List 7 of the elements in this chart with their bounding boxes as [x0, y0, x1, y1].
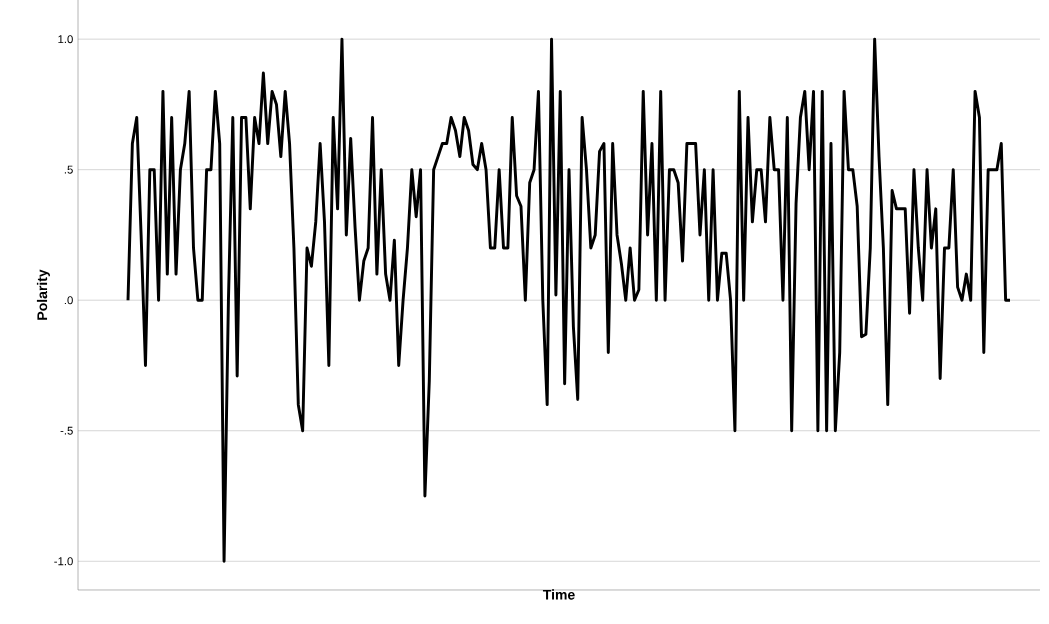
y-tick-label: 1.0 [58, 35, 73, 44]
y-tick-label: -.5 [60, 426, 73, 435]
x-axis-title: Time [542, 589, 575, 600]
y-tick-label: .5 [64, 165, 73, 174]
y-axis-title: Polarity [36, 269, 50, 320]
y-tick-label: -1.0 [54, 557, 73, 566]
y-tick-label: .0 [64, 296, 73, 305]
